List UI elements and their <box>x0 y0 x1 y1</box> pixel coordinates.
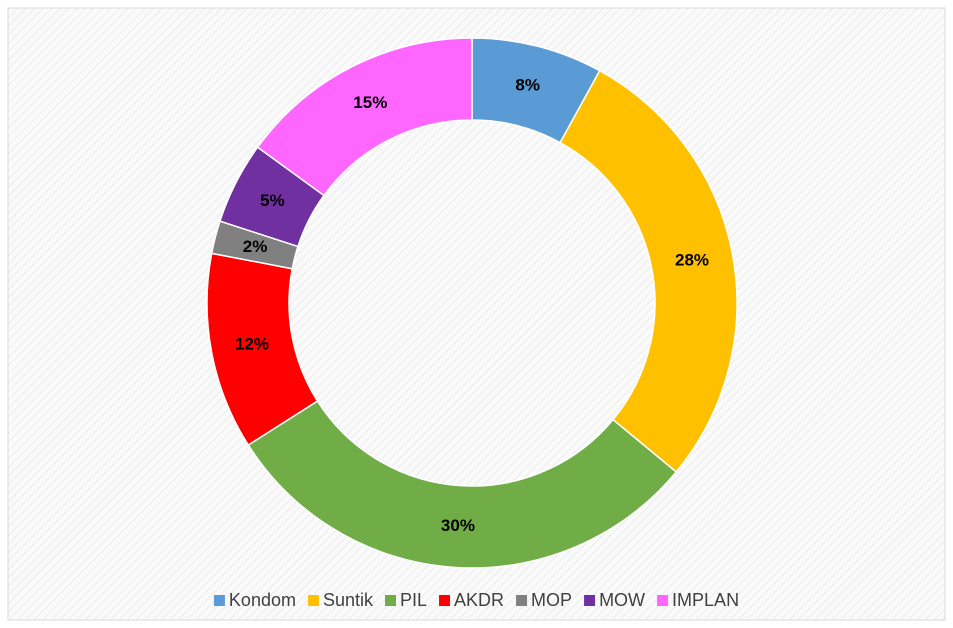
data-label: 5% <box>260 191 285 210</box>
legend-swatch <box>385 595 396 606</box>
legend-label: AKDR <box>454 590 504 610</box>
legend-label: MOW <box>599 590 645 610</box>
legend-label: Kondom <box>229 590 296 610</box>
legend-swatch <box>307 595 319 606</box>
legend-label: IMPLAN <box>672 590 739 610</box>
legend: Kondom Suntik PIL AKDR MOP MOW IMPLAN <box>213 590 739 610</box>
donut: 8% 28% 30% 12% 2% 5% 15% <box>206 37 738 569</box>
legend-swatch <box>584 595 596 606</box>
slice <box>256 37 473 197</box>
legend-swatch <box>657 595 669 606</box>
legend-label: PIL <box>400 590 427 610</box>
data-label: 15% <box>353 93 387 112</box>
data-label: 30% <box>441 516 475 535</box>
legend-swatch <box>516 595 528 606</box>
data-label: 28% <box>675 251 709 270</box>
slice <box>247 400 678 569</box>
legend-label: MOP <box>531 590 572 610</box>
legend-label: Suntik <box>323 590 374 610</box>
legend-swatch <box>439 595 451 606</box>
data-label: 8% <box>515 76 540 95</box>
data-label: 2% <box>243 237 268 256</box>
data-label: 12% <box>235 334 269 353</box>
legend-swatch <box>213 595 225 606</box>
slice <box>559 69 738 473</box>
